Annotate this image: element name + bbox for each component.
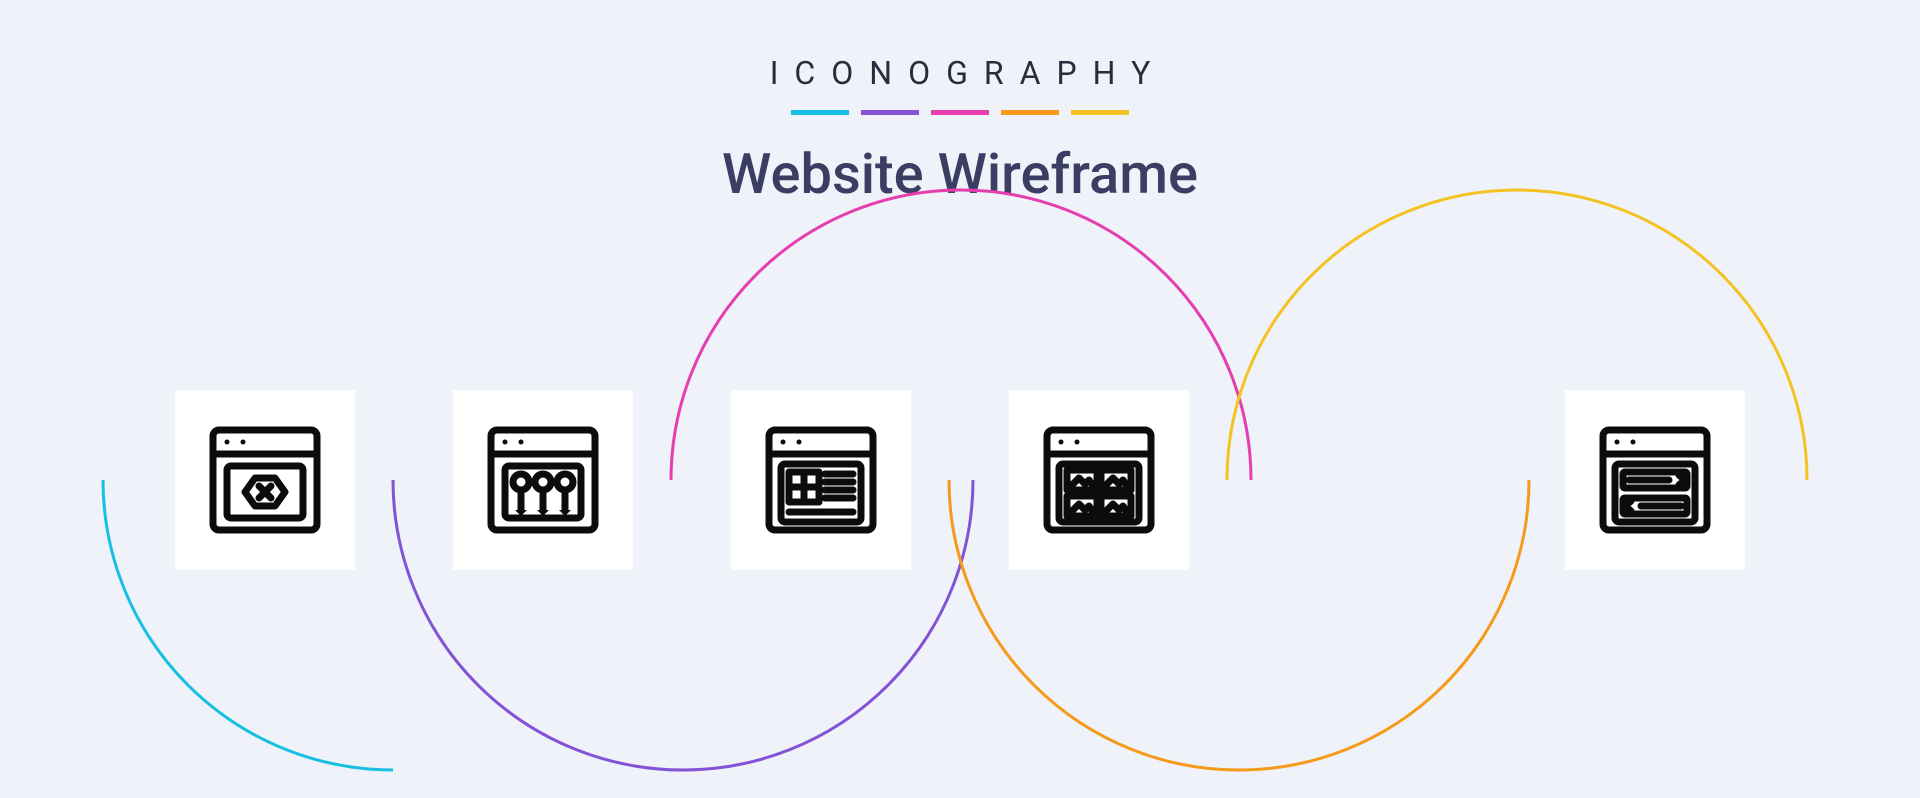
- wireframe-gallery-icon: [1009, 390, 1189, 570]
- wireframe-sliders-icon: [453, 390, 633, 570]
- underline-seg-2: [861, 110, 919, 115]
- underline-seg-1: [791, 110, 849, 115]
- underline-seg-5: [1071, 110, 1129, 115]
- underline-seg-3: [931, 110, 989, 115]
- underline-seg-4: [1001, 110, 1059, 115]
- wireframe-error-icon: [175, 390, 355, 570]
- wireframe-form-icon: [1565, 390, 1745, 570]
- header: ICONOGRAPHY Website Wireframe: [0, 54, 1920, 207]
- infographic-canvas: ICONOGRAPHY Website Wireframe: [0, 0, 1920, 798]
- brand-label: ICONOGRAPHY: [0, 54, 1920, 92]
- page-title: Website Wireframe: [0, 141, 1920, 207]
- wireframe-article-icon: [731, 390, 911, 570]
- brand-underline: [0, 110, 1920, 115]
